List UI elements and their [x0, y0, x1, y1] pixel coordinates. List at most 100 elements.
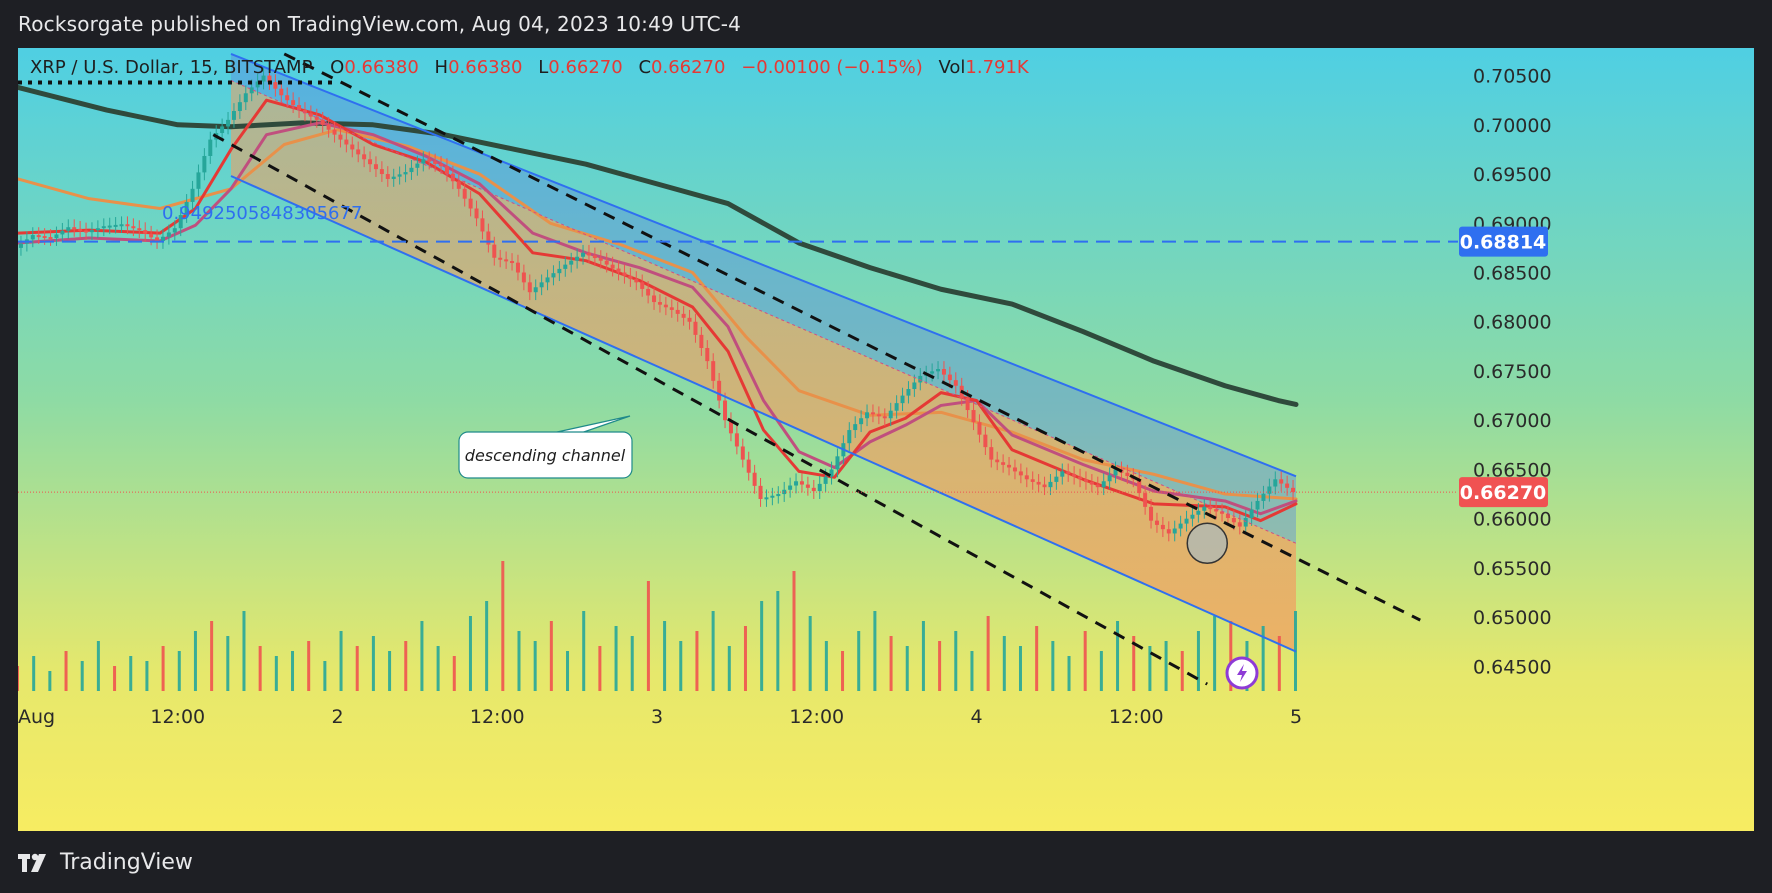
candle-body: [190, 188, 195, 202]
legend: XRP / U.S. Dollar, 15, BITSTAMP O0.66380…: [30, 57, 1030, 78]
volume-bar: [145, 661, 149, 691]
candle-body: [906, 389, 911, 396]
horizontal-level-badge-text: 0.68814: [1460, 232, 1547, 254]
volume-bar: [210, 621, 214, 691]
candle-body: [18, 243, 23, 248]
candle-body: [166, 232, 171, 237]
volume-bar: [857, 631, 861, 691]
tradingview-logo[interactable]: TradingView: [18, 850, 193, 875]
candle-body: [285, 95, 290, 101]
candle-body: [504, 259, 509, 262]
volume-bar: [630, 636, 634, 691]
candle-body: [314, 116, 319, 120]
candle-body: [782, 489, 787, 495]
candle-body: [865, 412, 870, 419]
candle-body: [368, 159, 373, 165]
candle-body: [1225, 513, 1230, 519]
candle-body: [1036, 481, 1041, 485]
candle-body: [113, 224, 118, 227]
price-tick-label: 0.68000: [1473, 312, 1552, 334]
time-tick-label: 12:00: [470, 706, 525, 728]
candle-body: [184, 201, 189, 216]
volume-bar: [1132, 636, 1136, 691]
candle-body: [888, 410, 893, 419]
candle-body: [1172, 528, 1177, 534]
candle-body: [640, 282, 645, 289]
volume-bar: [404, 641, 408, 691]
chart-area[interactable]: 0.70500 0.70000 0.69500 0.69000 0.68500 0.680…: [18, 48, 1754, 831]
candle-body: [302, 110, 307, 114]
candle-body: [439, 163, 444, 167]
candle-body: [1042, 484, 1047, 488]
candle-body: [1166, 529, 1171, 534]
price-chart[interactable]: 0.705000.700000.695000.690000.685000.680…: [18, 48, 1754, 831]
candle-body: [610, 264, 615, 269]
candle-body: [480, 218, 485, 232]
volume-bar: [598, 646, 602, 691]
volume-bar: [18, 666, 19, 691]
volume-bar: [921, 621, 925, 691]
candle-body: [693, 321, 698, 335]
time-axis: Aug 12:00 2 12:00 3 12:00 4 12:00 5: [18, 706, 1302, 728]
candle-body: [137, 228, 142, 231]
fib-level-label: 0.9492505848305677: [162, 203, 362, 224]
candle-body: [415, 163, 420, 168]
price-tick-label: 0.66500: [1473, 459, 1552, 481]
candle-body: [829, 469, 834, 477]
legend-change: −0.00100 (−0.15%): [741, 57, 923, 78]
volume-bar: [32, 656, 36, 691]
candle-body: [634, 279, 639, 283]
legend-symbol: XRP / U.S. Dollar, 15, BITSTAMP: [30, 57, 313, 78]
candle-body: [433, 161, 438, 164]
candle-body: [628, 275, 633, 280]
candle-body: [379, 169, 384, 175]
candle-body: [823, 476, 828, 484]
volume-bar: [339, 631, 343, 691]
candle-body: [1291, 487, 1296, 493]
candle-body: [125, 224, 130, 227]
volume-bar: [582, 611, 586, 691]
candle-body: [811, 487, 816, 492]
candle-body: [1095, 484, 1100, 488]
volume-bar: [695, 631, 699, 691]
candle-body: [178, 215, 183, 229]
volume-bar: [420, 621, 424, 691]
candle-body: [983, 434, 988, 448]
price-tick-label: 0.68500: [1473, 263, 1552, 285]
legend-low-label: L: [538, 57, 548, 78]
candle-body: [1048, 481, 1053, 488]
legend-open-value: 0.66380: [344, 57, 418, 78]
volume-bar: [1148, 646, 1152, 691]
candle-body: [657, 302, 662, 305]
descending-channel-callout[interactable]: descending channel: [458, 415, 633, 479]
candle-body: [776, 494, 781, 497]
candle-body: [604, 260, 609, 265]
channel-upper-line: [230, 52, 1297, 478]
candle-body: [362, 154, 367, 160]
price-tick-label: 0.67500: [1473, 361, 1552, 383]
candle-body: [1255, 500, 1260, 510]
candle-body: [160, 236, 165, 241]
candle-body: [1001, 462, 1006, 465]
volume-bar: [80, 661, 84, 691]
candle-body: [356, 149, 361, 155]
candle-body: [84, 230, 89, 233]
volume-bar: [113, 666, 117, 691]
candle-body: [1066, 471, 1071, 475]
time-tick-label: Aug: [18, 706, 55, 728]
channel-mid-dashed-line: [283, 52, 1421, 622]
candle-body: [208, 139, 213, 156]
legend-close-label: C: [638, 57, 651, 78]
candle-body: [835, 456, 840, 470]
candle-body: [249, 87, 254, 94]
candle-body: [291, 100, 296, 106]
candle-body: [663, 304, 668, 308]
candle-body: [515, 262, 520, 273]
volume-bar: [905, 646, 909, 691]
candle-body: [746, 459, 751, 473]
alert-lightning-icon[interactable]: [1225, 656, 1259, 690]
ma-fast-line: [18, 98, 1298, 523]
candle-body: [965, 397, 970, 411]
candle-body: [859, 418, 864, 425]
candle-body: [1024, 475, 1029, 480]
